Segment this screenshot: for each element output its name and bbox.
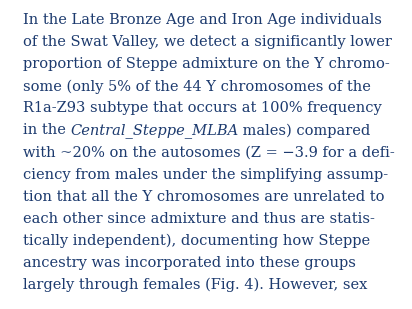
Text: ancestry was incorporated into these groups: ancestry was incorporated into these gro… xyxy=(23,256,356,270)
Bar xyxy=(0,297,412,309)
Text: largely through females (Fig. 4). However, sex: largely through females (Fig. 4). Howeve… xyxy=(23,278,367,293)
Text: some (only 5% of the 44 Y chromosomes of the: some (only 5% of the 44 Y chromosomes of… xyxy=(23,79,370,94)
Text: Central_Steppe_MLBA: Central_Steppe_MLBA xyxy=(70,123,239,138)
Text: with ~20% on the autosomes (Z = −3.9 for a defi-: with ~20% on the autosomes (Z = −3.9 for… xyxy=(23,146,394,159)
Text: proportion of Steppe admixture on the Y chromo-: proportion of Steppe admixture on the Y … xyxy=(23,57,389,71)
Text: In the Late Bronze Age and Iron Age individuals: In the Late Bronze Age and Iron Age indi… xyxy=(23,13,382,27)
Text: each other since admixture and thus are statis-: each other since admixture and thus are … xyxy=(23,212,375,226)
Text: ciency from males under the simplifying assump-: ciency from males under the simplifying … xyxy=(23,167,388,182)
Text: males) compared: males) compared xyxy=(239,123,371,138)
Text: of the Swat Valley, we detect a significantly lower: of the Swat Valley, we detect a signific… xyxy=(23,35,391,49)
Text: in the: in the xyxy=(23,123,70,138)
Text: R1a-Z93 subtype that occurs at 100% frequency: R1a-Z93 subtype that occurs at 100% freq… xyxy=(23,101,382,115)
Text: tion that all the Y chromosomes are unrelated to: tion that all the Y chromosomes are unre… xyxy=(23,190,384,204)
Text: tically independent), documenting how Steppe: tically independent), documenting how St… xyxy=(23,234,370,248)
